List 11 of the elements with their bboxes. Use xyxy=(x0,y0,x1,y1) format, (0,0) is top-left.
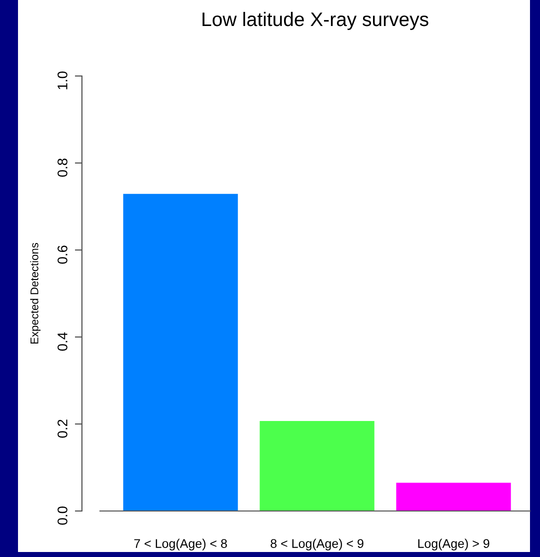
y-axis-title: Expected Detections xyxy=(30,242,41,344)
y-tick-label: 0.0 xyxy=(58,506,68,525)
y-tick-label: 0.2 xyxy=(58,420,68,438)
chart-title: Low latitude X-ray surveys xyxy=(202,12,428,30)
x-tick-label: Log(Age) > 9 xyxy=(418,538,490,550)
x-tick-label: 7 < Log(Age) < 8 xyxy=(134,538,227,550)
x-tick-label: 8 < Log(Age) < 9 xyxy=(270,538,364,550)
y-tick-label: 0.4 xyxy=(58,332,68,351)
y-tick-label: 1.0 xyxy=(58,72,68,90)
y-tick-label: 0.6 xyxy=(58,246,68,264)
y-tick-label: 0.8 xyxy=(58,158,68,177)
